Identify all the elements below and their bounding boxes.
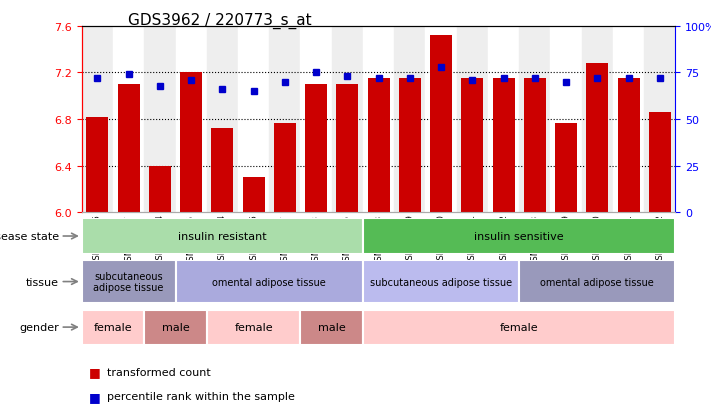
Bar xyxy=(488,27,519,213)
Bar xyxy=(144,27,176,213)
Text: transformed count: transformed count xyxy=(107,367,210,377)
Bar xyxy=(274,123,296,213)
Bar xyxy=(582,27,613,213)
Bar xyxy=(269,27,301,213)
Text: disease state: disease state xyxy=(0,231,59,242)
Bar xyxy=(461,79,483,213)
Bar xyxy=(211,129,233,213)
Bar xyxy=(618,79,639,213)
Bar xyxy=(113,27,144,213)
Bar xyxy=(305,85,327,213)
Bar xyxy=(332,27,363,213)
Bar xyxy=(649,113,670,213)
Text: female: female xyxy=(500,322,538,332)
Text: insulin resistant: insulin resistant xyxy=(178,231,267,242)
Bar xyxy=(394,27,425,213)
Bar xyxy=(180,73,202,213)
Bar xyxy=(363,310,675,345)
Bar xyxy=(456,27,488,213)
Text: subcutaneous
adipose tissue: subcutaneous adipose tissue xyxy=(93,271,164,293)
Bar xyxy=(550,27,582,213)
Text: percentile rank within the sample: percentile rank within the sample xyxy=(107,392,294,401)
Bar xyxy=(368,79,390,213)
Text: insulin sensitive: insulin sensitive xyxy=(474,231,564,242)
Text: ■: ■ xyxy=(89,365,101,378)
Text: male: male xyxy=(318,322,346,332)
Bar xyxy=(430,36,452,213)
Text: tissue: tissue xyxy=(26,277,59,287)
Text: GDS3962 / 220773_s_at: GDS3962 / 220773_s_at xyxy=(128,12,311,28)
Bar xyxy=(363,219,675,254)
Bar xyxy=(207,310,301,345)
Bar xyxy=(524,79,546,213)
Bar xyxy=(493,79,515,213)
Text: male: male xyxy=(161,322,189,332)
Bar xyxy=(87,117,108,213)
Bar xyxy=(82,27,113,213)
Text: ■: ■ xyxy=(89,390,101,403)
Bar xyxy=(207,27,238,213)
Bar xyxy=(176,27,207,213)
Bar xyxy=(555,123,577,213)
Text: omental adipose tissue: omental adipose tissue xyxy=(213,277,326,287)
Bar xyxy=(144,310,207,345)
Bar xyxy=(118,85,139,213)
Bar xyxy=(425,27,456,213)
Bar xyxy=(301,27,332,213)
Text: female: female xyxy=(94,322,132,332)
Bar xyxy=(238,27,269,213)
Bar xyxy=(587,64,609,213)
Bar xyxy=(301,310,363,345)
Text: omental adipose tissue: omental adipose tissue xyxy=(540,277,654,287)
Bar xyxy=(519,27,550,213)
Text: female: female xyxy=(235,322,273,332)
Bar xyxy=(149,166,171,213)
Text: subcutaneous adipose tissue: subcutaneous adipose tissue xyxy=(370,277,512,287)
Bar xyxy=(613,27,644,213)
Bar xyxy=(82,219,363,254)
Text: gender: gender xyxy=(19,322,59,332)
Bar xyxy=(176,260,363,304)
Bar xyxy=(242,178,264,213)
Bar xyxy=(363,27,394,213)
Bar xyxy=(644,27,675,213)
Bar xyxy=(82,310,144,345)
Bar xyxy=(336,85,358,213)
Bar xyxy=(399,79,421,213)
Bar xyxy=(519,260,675,304)
Bar xyxy=(363,260,519,304)
Bar xyxy=(82,260,176,304)
